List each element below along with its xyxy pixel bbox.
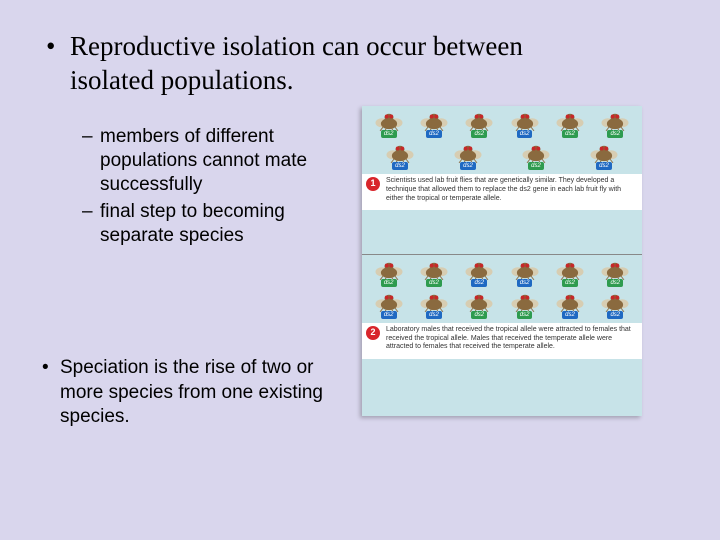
fruit-fly-icon	[597, 110, 633, 132]
fruit-fly: ds2	[505, 259, 545, 289]
allele-tag-green: ds2	[426, 279, 442, 287]
panel-2-caption-text: Laboratory males that received the tropi…	[386, 326, 631, 351]
fruit-fly-icon	[461, 259, 497, 281]
fruit-fly: ds2	[550, 110, 590, 140]
sub-bullet: – final step to becoming separate specie…	[100, 200, 330, 248]
fruit-fly-icon	[450, 142, 486, 164]
panel-1-caption-text: Scientists used lab fruit flies that are…	[386, 177, 621, 202]
fruit-fly-icon	[552, 291, 588, 313]
allele-tag-blue: ds2	[471, 279, 487, 287]
allele-tag-blue: ds2	[392, 162, 408, 170]
allele-tag-green: ds2	[607, 130, 623, 138]
fruit-fly: ds2	[459, 259, 499, 289]
allele-tag-blue: ds2	[562, 311, 578, 319]
fruit-fly: ds2	[459, 291, 499, 321]
main-bullet-text: Reproductive isolation can occur between…	[70, 31, 523, 95]
fruit-fly: ds2	[595, 259, 635, 289]
fruit-fly-icon	[507, 259, 543, 281]
fruit-fly: ds2	[505, 110, 545, 140]
fruit-fly-icon	[507, 110, 543, 132]
fruit-fly-icon	[586, 142, 622, 164]
fruit-fly: ds2	[369, 259, 409, 289]
allele-tag-green: ds2	[607, 279, 623, 287]
bullet-dot: •	[46, 30, 55, 64]
fruit-fly: ds2	[584, 142, 624, 172]
fruit-fly: ds2	[380, 142, 420, 172]
fruit-fly-icon	[382, 142, 418, 164]
allele-tag-green: ds2	[381, 130, 397, 138]
fruit-fly-icon	[597, 259, 633, 281]
sub-bullet-list: – members of different populations canno…	[100, 125, 330, 252]
step-number-1: 1	[366, 177, 380, 191]
diagram-panel-2: ds2 ds2 ds2 ds2	[362, 255, 642, 416]
allele-tag-blue: ds2	[596, 162, 612, 170]
bullet-dash: –	[82, 125, 93, 149]
allele-tag-green: ds2	[471, 311, 487, 319]
allele-tag-blue: ds2	[426, 311, 442, 319]
fruit-fly: ds2	[448, 142, 488, 172]
sub-bullet-text: final step to becoming separate species	[100, 201, 285, 246]
sub-bullet-text: members of different populations cannot …	[100, 126, 307, 195]
fruit-fly-diagram: ds2 ds2 ds2 ds2	[362, 106, 642, 416]
fruit-fly-icon	[416, 110, 452, 132]
fruit-fly-icon	[416, 291, 452, 313]
fruit-fly-icon	[552, 110, 588, 132]
allele-tag-green: ds2	[471, 130, 487, 138]
fruit-fly-icon	[518, 142, 554, 164]
bullet-dash: –	[82, 200, 93, 224]
fruit-fly: ds2	[550, 291, 590, 321]
fruit-fly: ds2	[516, 142, 556, 172]
sub-bullet: – members of different populations canno…	[100, 125, 330, 196]
fruit-fly: ds2	[414, 259, 454, 289]
second-main-bullet-text: Speciation is the rise of two or more sp…	[60, 357, 323, 427]
fly-grid-1: ds2 ds2 ds2 ds2	[362, 106, 642, 174]
allele-tag-blue: ds2	[517, 279, 533, 287]
fruit-fly-icon	[416, 259, 452, 281]
allele-tag-green: ds2	[528, 162, 544, 170]
panel-1-caption: 1 Scientists used lab fruit flies that a…	[362, 174, 642, 210]
fruit-fly-icon	[597, 291, 633, 313]
fruit-fly-icon	[507, 291, 543, 313]
bullet-dot: •	[42, 356, 49, 381]
fruit-fly: ds2	[550, 259, 590, 289]
fruit-fly-icon	[552, 259, 588, 281]
fruit-fly-icon	[461, 291, 497, 313]
allele-tag-green: ds2	[562, 130, 578, 138]
fruit-fly: ds2	[414, 291, 454, 321]
allele-tag-green: ds2	[517, 311, 533, 319]
allele-tag-blue: ds2	[381, 311, 397, 319]
allele-tag-blue: ds2	[460, 162, 476, 170]
allele-tag-blue: ds2	[517, 130, 533, 138]
step-number-2: 2	[366, 326, 380, 340]
fruit-fly: ds2	[414, 110, 454, 140]
main-bullet: • Reproductive isolation can occur betwe…	[70, 30, 610, 98]
second-main-bullet: • Speciation is the rise of two or more …	[60, 356, 350, 430]
fruit-fly: ds2	[595, 110, 635, 140]
fruit-fly-icon	[461, 110, 497, 132]
fruit-fly-icon	[371, 259, 407, 281]
allele-tag-blue: ds2	[607, 311, 623, 319]
fruit-fly-icon	[371, 291, 407, 313]
diagram-panel-1: ds2 ds2 ds2 ds2	[362, 106, 642, 255]
fruit-fly: ds2	[459, 110, 499, 140]
fruit-fly: ds2	[369, 110, 409, 140]
fruit-fly: ds2	[595, 291, 635, 321]
panel-2-caption: 2 Laboratory males that received the tro…	[362, 323, 642, 359]
fruit-fly: ds2	[505, 291, 545, 321]
fly-grid-2: ds2 ds2 ds2 ds2	[362, 255, 642, 323]
allele-tag-green: ds2	[562, 279, 578, 287]
fruit-fly: ds2	[369, 291, 409, 321]
allele-tag-green: ds2	[381, 279, 397, 287]
allele-tag-blue: ds2	[426, 130, 442, 138]
fruit-fly-icon	[371, 110, 407, 132]
